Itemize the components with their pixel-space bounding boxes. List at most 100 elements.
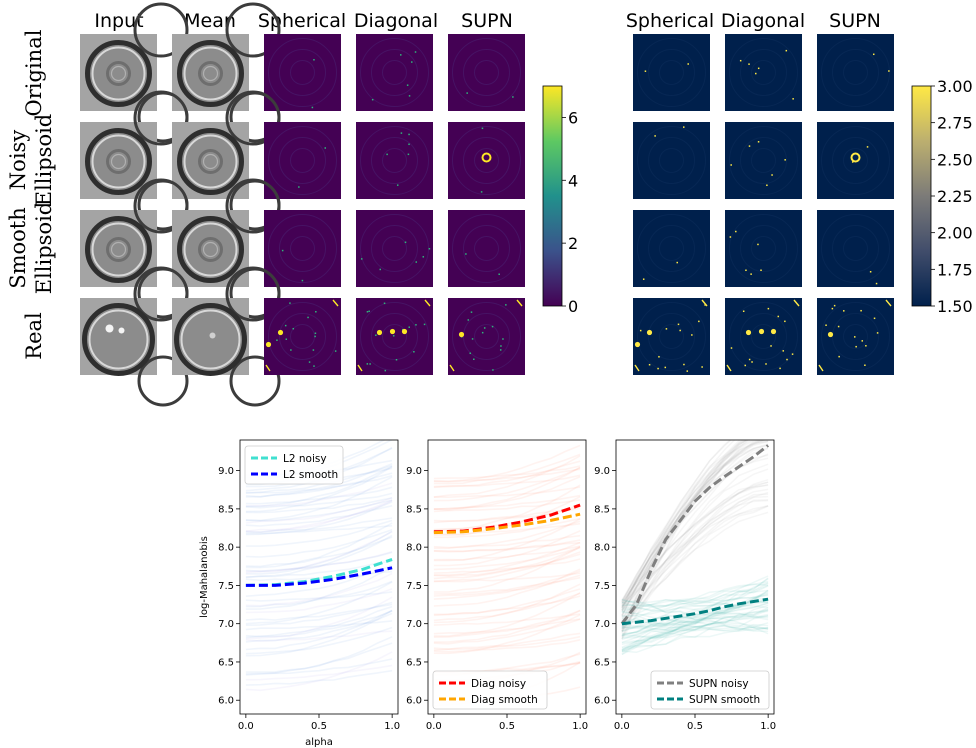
- series-line-diag-smooth: [433, 512, 581, 535]
- colorbar-tick-label: 2.00: [937, 224, 973, 243]
- colorbar-tick-label: 1.75: [937, 260, 973, 279]
- colorbar-left: 0 2 4 6: [542, 85, 578, 316]
- legend-label: L2 smooth: [283, 469, 338, 481]
- viridis-error-map: [264, 122, 341, 199]
- colorbar-tick-label: 2.25: [937, 187, 973, 206]
- line-charts: 0.0 0.5 1.0 6.0 6.5 7.0 7.5 8.0 8.5 9.0 alpha log-M…: [199, 439, 776, 748]
- legend-label: Diag noisy: [471, 678, 526, 690]
- row-label-ellipsoid-2: Ellipsoid: [32, 202, 56, 295]
- y-axis-label: log-Mahalanobis: [199, 536, 210, 618]
- viridis-error-map: [356, 34, 433, 111]
- y-tick-label: 9.0: [406, 466, 422, 477]
- y-tick-label: 7.0: [218, 619, 234, 630]
- cividis-error-map: [817, 298, 894, 375]
- legend: SUPN noisy SUPN smooth: [650, 670, 770, 710]
- x-axis-label: alpha: [305, 737, 333, 748]
- series-line-supn-noisy: [620, 444, 770, 625]
- x-tick-label: 0.5: [311, 721, 327, 732]
- input-cell-image: [172, 178, 281, 319]
- background-trajectories: [245, 440, 393, 692]
- chart-panel-supn: 0.0 0.5 1.0 6.0 6.5 7.0 7.5 8.0 8.5 9.0 SUPN noisy…: [594, 439, 776, 732]
- row-label-original: Original: [22, 29, 46, 116]
- legend: Diag noisy Diag smooth: [432, 670, 548, 710]
- cividis-error-map: [633, 210, 710, 287]
- cividis-error-map: [633, 34, 710, 111]
- x-tick-label: 0.0: [238, 721, 254, 732]
- series-line-l2-smooth: [245, 566, 393, 587]
- y-tick-label: 8.5: [406, 504, 422, 515]
- y-tick-label: 9.0: [594, 466, 610, 477]
- legend-label: Diag smooth: [471, 694, 538, 706]
- series-line-supn-smooth: [621, 597, 769, 626]
- cividis-error-map: [817, 122, 894, 199]
- input-cell-image: [80, 90, 189, 231]
- col-title-mean: Mean: [184, 10, 236, 32]
- background-trajectories: [621, 440, 769, 656]
- legend-label: SUPN noisy: [689, 678, 749, 690]
- y-tick-label: 8.0: [218, 543, 234, 554]
- x-tick-label: 0.0: [614, 721, 630, 732]
- viridis-error-map: [264, 34, 341, 111]
- input-cell-image: [80, 266, 189, 407]
- input-cell-image: [172, 266, 281, 407]
- cividis-error-map: [633, 298, 710, 375]
- y-tick-label: 9.0: [218, 466, 234, 477]
- colorbar-tick-label: 3.00: [937, 77, 973, 96]
- x-tick-label: 1.0: [384, 721, 400, 732]
- x-tick-label: 0.5: [499, 721, 515, 732]
- viridis-error-map: [448, 298, 525, 375]
- background-trajectories: [433, 444, 581, 707]
- cividis-error-map: [725, 210, 802, 287]
- cividis-error-map: [633, 122, 710, 199]
- viridis-error-map: [356, 210, 433, 287]
- colorbar-tick-label: 2.50: [937, 150, 973, 169]
- colorbar-right-bar: [911, 85, 932, 307]
- col-title-diagonal: Diagonal: [354, 10, 438, 32]
- viridis-error-map: [356, 122, 433, 199]
- viridis-error-map: [448, 34, 525, 111]
- column-titles-left: Input Mean Spherical Diagonal SUPN: [94, 10, 512, 32]
- colorbar-tick-label: 1.50: [937, 297, 973, 316]
- y-tick-label: 8.0: [406, 543, 422, 554]
- x-tick-label: 1.0: [572, 721, 588, 732]
- row-labels: Original Noisy Ellipsoid Smooth Ellipsoi…: [6, 29, 56, 359]
- col-title-diagonal-right: Diagonal: [721, 10, 805, 32]
- row-label-ellipsoid-1: Ellipsoid: [32, 114, 56, 207]
- viridis-error-map: [356, 298, 433, 375]
- viridis-error-map: [264, 210, 341, 287]
- y-tick-label: 6.0: [406, 696, 422, 707]
- row-label-noisy: Noisy: [6, 130, 30, 191]
- legend: L2 noisy L2 smooth: [244, 445, 344, 485]
- x-tick-label: 0.5: [687, 721, 703, 732]
- y-tick-label: 7.5: [218, 581, 234, 592]
- series-line-diag-noisy: [433, 503, 581, 534]
- chart-panel-l2: 0.0 0.5 1.0 6.0 6.5 7.0 7.5 8.0 8.5 9.0 alpha log-M…: [199, 439, 400, 748]
- y-tick-label: 8.0: [594, 543, 610, 554]
- colorbar-tick-label: 4: [568, 171, 578, 190]
- cividis-error-map: [817, 34, 894, 111]
- input-cell-image: [80, 2, 189, 143]
- y-tick-label: 6.0: [594, 696, 610, 707]
- colorbar-right: 1.50 1.75 2.00 2.25 2.50 2.75 3.00: [911, 77, 973, 316]
- col-title-supn-right: SUPN: [829, 10, 881, 32]
- y-tick-label: 8.5: [218, 504, 234, 515]
- cividis-error-map: [725, 122, 802, 199]
- colorbar-tick-label: 2.75: [937, 114, 973, 133]
- y-tick-label: 6.0: [218, 696, 234, 707]
- col-title-input: Input: [94, 10, 143, 32]
- column-titles-right: Spherical Diagonal SUPN: [626, 10, 881, 32]
- y-tick-label: 6.5: [218, 657, 234, 668]
- cividis-error-map: [817, 210, 894, 287]
- viridis-error-map: [448, 122, 525, 199]
- series-line-l2-noisy: [245, 557, 393, 587]
- x-tick-label: 1.0: [760, 721, 776, 732]
- row-label-smooth: Smooth: [6, 207, 30, 289]
- colorbar-tick-label: 6: [568, 108, 578, 127]
- viridis-error-map: [264, 298, 341, 375]
- legend-label: SUPN smooth: [689, 694, 760, 706]
- y-tick-label: 6.5: [594, 657, 610, 668]
- col-title-supn: SUPN: [461, 10, 513, 32]
- y-tick-label: 7.5: [594, 581, 610, 592]
- y-tick-label: 6.5: [406, 657, 422, 668]
- y-tick-label: 7.5: [406, 581, 422, 592]
